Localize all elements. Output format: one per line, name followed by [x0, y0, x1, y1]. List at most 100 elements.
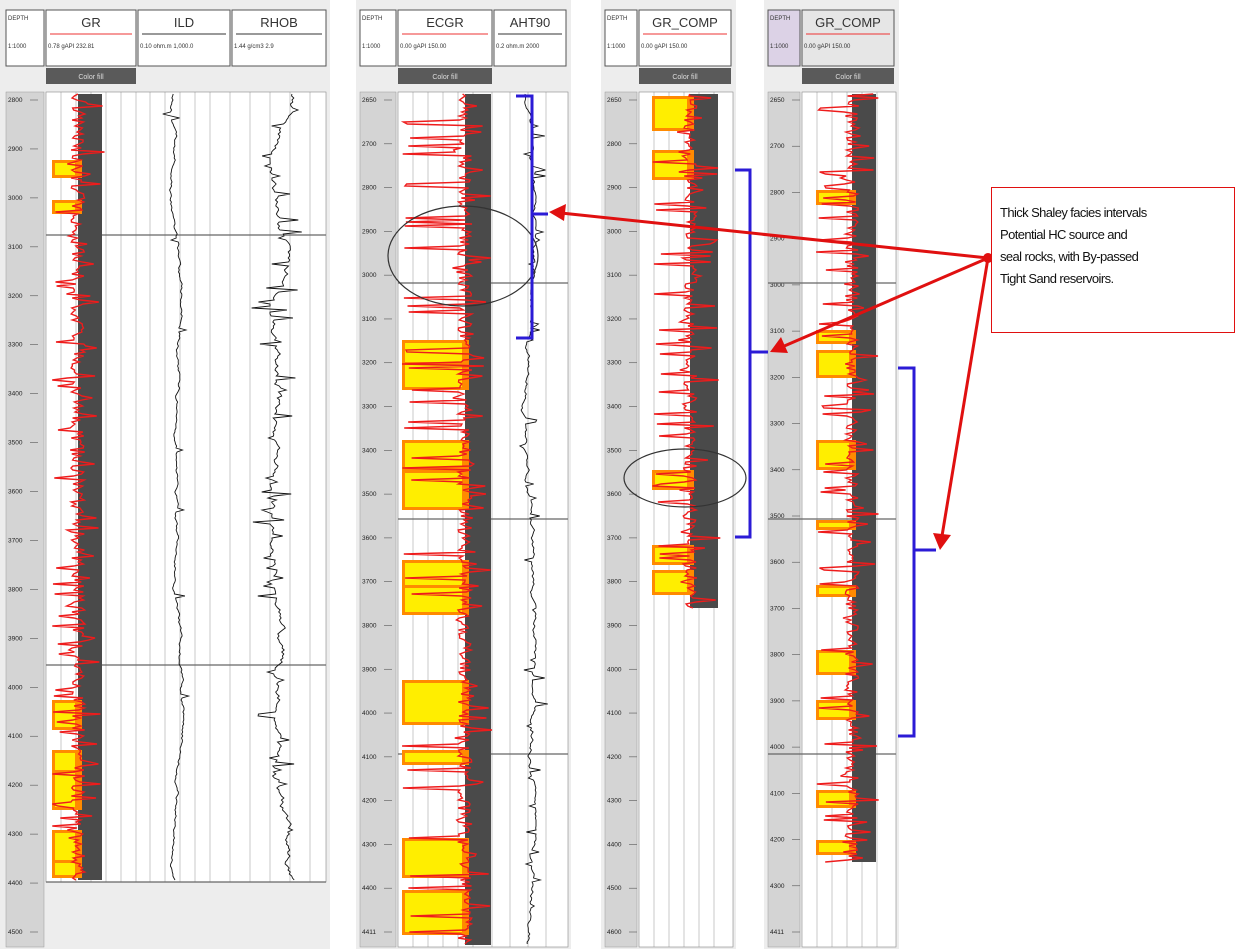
- arrow-line: [781, 256, 989, 349]
- arrow-head: [770, 337, 788, 353]
- depth-label: 3200: [770, 374, 785, 381]
- depth-labels: 2650 2700 2800 2900 3000 3100 3200 3300 3400 3500…: [770, 97, 800, 936]
- color-fill-button[interactable]: [802, 68, 894, 84]
- depth-label: 3000: [8, 195, 23, 202]
- depth-label: 3100: [8, 244, 23, 251]
- sand-fill: [405, 753, 462, 762]
- color-fill-button[interactable]: [639, 68, 731, 84]
- sand-fill: [55, 863, 75, 875]
- depth-label: 3300: [8, 342, 23, 349]
- depth-label: 4400: [607, 841, 622, 848]
- panel-4-header: DEPTH 1:1000 GR_COMP 0.00 gAPI 150.00 Co…: [767, 9, 895, 84]
- color-fill-label: Color fill: [78, 74, 104, 81]
- depth-label: 4411: [770, 929, 784, 936]
- sand-fill: [55, 203, 75, 211]
- depth-label: 4200: [362, 798, 377, 805]
- depth-label: 3900: [607, 622, 622, 629]
- depth-label: 3000: [770, 282, 785, 289]
- depth-label: 4400: [8, 880, 23, 887]
- depth-label: 3600: [607, 491, 622, 498]
- depth-label: 2700: [362, 141, 377, 148]
- depth-header-label: DEPTH: [362, 16, 382, 22]
- color-fill-label: Color fill: [432, 74, 458, 81]
- gr-curve-trace: [52, 93, 105, 881]
- depth-label: 3300: [770, 421, 785, 428]
- depth-label: 3400: [8, 391, 23, 398]
- depth-label: 3600: [770, 559, 785, 566]
- rhob-log-curve: [251, 93, 302, 881]
- sand-fill: [405, 443, 462, 467]
- panel-1-header: DEPTH 1:1000 GR 0.78 gAPI 232.81 Color f…: [5, 9, 327, 84]
- sand-fill: [819, 588, 849, 594]
- track-header-aht90[interactable]: [493, 9, 567, 67]
- track-title-gr-comp: GR_COMP: [815, 15, 881, 30]
- gr-log-curve: [52, 93, 105, 881]
- depth-label: 4300: [8, 831, 23, 838]
- track-scale-gr: 0.78 gAPI 232.81: [48, 44, 95, 50]
- sand-fill: [405, 563, 462, 587]
- depth-label: 4200: [770, 837, 785, 844]
- track-title-ecgr: ECGR: [426, 15, 464, 30]
- depth-header-label: DEPTH: [8, 16, 28, 22]
- depth-label: 4100: [8, 733, 23, 740]
- depth-label: 4000: [770, 744, 785, 751]
- depth-header-box: [359, 9, 397, 67]
- depth-label: 3700: [8, 537, 23, 544]
- depth-label: 3400: [362, 447, 377, 454]
- gr-comp-log-curve: [816, 93, 879, 863]
- depth-label: 3500: [770, 513, 785, 520]
- depth-label: 3000: [362, 272, 377, 279]
- depth-label: 4500: [8, 929, 23, 936]
- arrow-origin-dot: [983, 253, 993, 263]
- depth-header-scale: 1:1000: [362, 44, 381, 50]
- depth-label: 3400: [770, 467, 785, 474]
- arrow-line: [560, 211, 989, 260]
- depth-label: 3200: [8, 293, 23, 300]
- color-fill-button[interactable]: [398, 68, 492, 84]
- color-fill-label: Color fill: [672, 74, 698, 81]
- depth-label: 3000: [607, 228, 622, 235]
- track-header-ecgr[interactable]: [397, 9, 493, 67]
- depth-label: 4200: [607, 754, 622, 761]
- annotation-line: Thick Shaley facies intervals: [1000, 205, 1147, 220]
- panel-1-body: 2800 2900 3000 3100 3200 3300 3400 3500 3600 3700…: [5, 91, 327, 948]
- track-header-rhob[interactable]: [231, 9, 327, 67]
- panel-3-body: 2650 2800 2900 3000 3100 3200 3300 3400 3500 3600…: [604, 91, 734, 948]
- depth-label: 3400: [607, 404, 622, 411]
- depth-labels: 2800 2900 3000 3100 3200 3300 3400 3500 3600 3700…: [8, 97, 38, 936]
- ecgr-log-curve: [400, 93, 493, 945]
- depth-label: 4600: [607, 929, 622, 936]
- depth-header-scale: 1:1000: [607, 44, 626, 50]
- track-header-ild[interactable]: [137, 9, 231, 67]
- panel-2-header: DEPTH 1:1000 ECGR 0.00 gAPI 150.00 Color…: [359, 9, 567, 84]
- depth-label: 3500: [8, 440, 23, 447]
- sand-fill: [655, 573, 687, 592]
- sand-fill: [819, 653, 849, 672]
- depth-label: 2900: [8, 146, 23, 153]
- depth-header-box: [5, 9, 45, 67]
- callout-arrows: [549, 204, 993, 550]
- arrow-head: [549, 204, 566, 221]
- track-scale-gr-comp: 0.00 gAPI 150.00: [804, 44, 851, 50]
- depth-label: 3500: [362, 491, 377, 498]
- color-fill-label: Color fill: [835, 74, 861, 81]
- track-scale-aht90: 0.2 ohm.m 2000: [496, 44, 540, 50]
- track-scale-ecgr: 0.00 gAPI 150.00: [400, 44, 447, 50]
- track-header-gr-comp[interactable]: [638, 9, 732, 67]
- sand-fill: [405, 365, 462, 387]
- depth-label: 2650: [362, 97, 377, 104]
- depth-label: 2700: [770, 143, 785, 150]
- track-title-gr-comp: GR_COMP: [652, 15, 718, 30]
- track-header-gr[interactable]: [45, 9, 137, 67]
- track-header-gr-comp[interactable]: [801, 9, 895, 67]
- sand-fill: [655, 153, 687, 177]
- color-fill-button[interactable]: [46, 68, 136, 84]
- depth-column: [359, 91, 397, 948]
- gr-curve-trace: [400, 93, 493, 945]
- sand-fill: [405, 588, 462, 612]
- sand-fill: [55, 833, 75, 862]
- depth-label: 3600: [8, 489, 23, 496]
- depth-label: 2650: [770, 97, 785, 104]
- depth-label: 3200: [607, 316, 622, 323]
- depth-label: 4300: [607, 798, 622, 805]
